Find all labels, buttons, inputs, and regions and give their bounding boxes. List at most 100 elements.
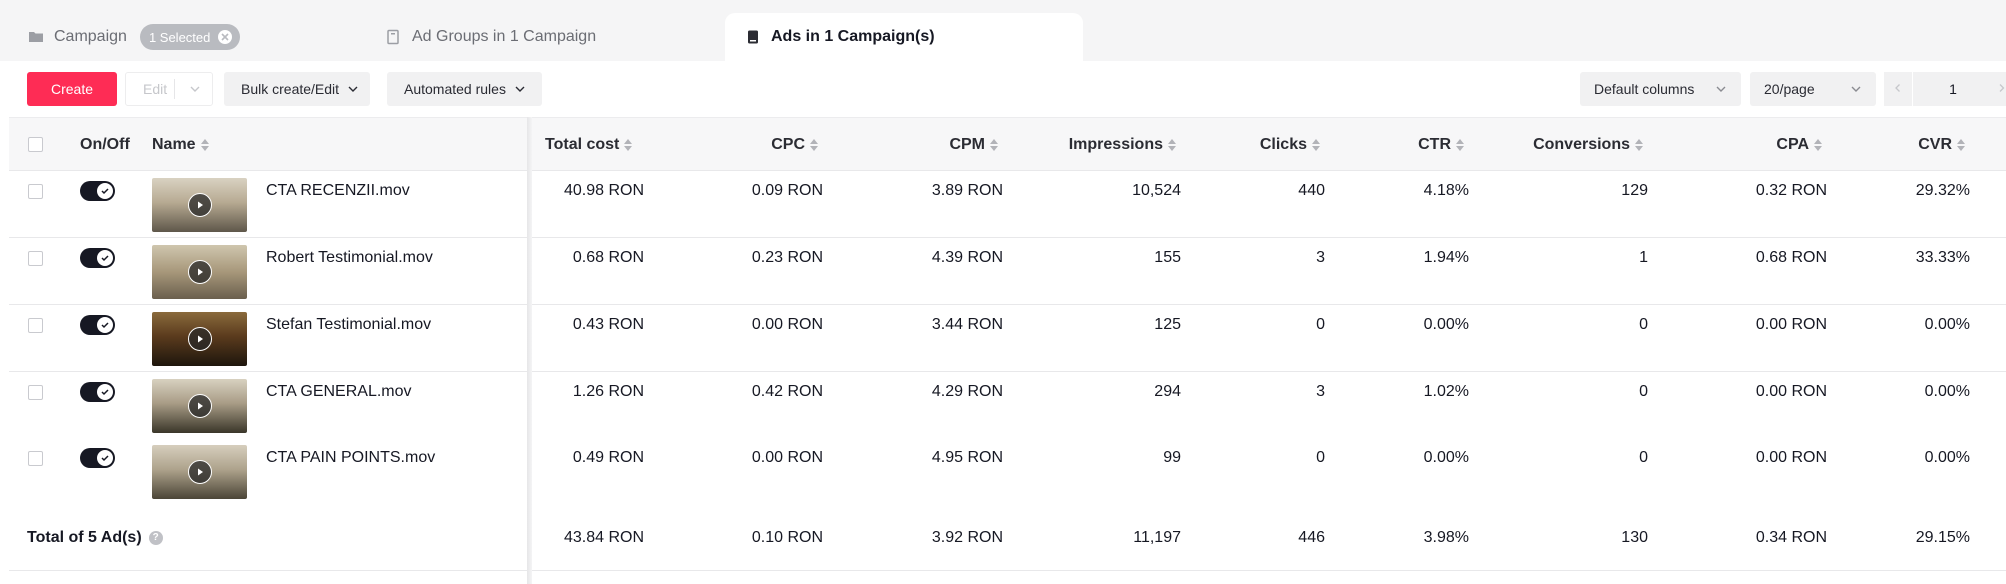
cell-clicks: 3 [1316, 249, 1325, 266]
columns-select[interactable]: Default columns [1580, 72, 1741, 106]
cell-cpm: 4.39 RON [931, 249, 1003, 266]
row-checkbox[interactable] [28, 184, 43, 199]
header-cvr[interactable]: CVR [1776, 118, 1965, 171]
table-row[interactable]: CTA PAIN POINTS.mov 0.49 RON 0.00 RON 4.… [9, 438, 2006, 505]
ad-name[interactable]: CTA GENERAL.mov [266, 383, 412, 400]
tab-adgroups[interactable]: Ad Groups in 1 Campaign [386, 13, 596, 61]
cell-cpm: 4.29 RON [931, 383, 1003, 400]
help-icon[interactable]: ? [148, 530, 163, 545]
video-thumbnail[interactable] [152, 445, 247, 499]
video-thumbnail[interactable] [152, 312, 247, 366]
chevron-right-icon [1998, 80, 2006, 98]
play-icon[interactable] [188, 260, 212, 284]
create-button[interactable]: Create [27, 72, 117, 106]
create-button-label: Create [50, 81, 94, 97]
cell-conversions: 0 [1639, 316, 1648, 333]
total-row: Total of 5 Ad(s) ? 43.84 RON 0.10 RON 3.… [9, 504, 2006, 571]
check-icon [97, 384, 113, 400]
cell-cpm: 3.89 RON [931, 182, 1003, 199]
ad-icon [745, 29, 761, 45]
table-row[interactable]: CTA GENERAL.mov 1.26 RON 0.42 RON 4.29 R… [9, 372, 2006, 439]
bulk-create-edit-button[interactable]: Bulk create/Edit [224, 72, 370, 106]
status-toggle[interactable] [80, 382, 115, 402]
total-cpa: 0.34 RON [1755, 528, 1827, 546]
sort-icon[interactable] [1814, 138, 1822, 151]
table-header: On/Off Name Total cost CPC CPM Impressio… [9, 117, 2006, 171]
play-icon[interactable] [188, 193, 212, 217]
table-row[interactable]: Stefan Testimonial.mov 0.43 RON 0.00 RON… [9, 305, 2006, 372]
header-clicks[interactable]: Clicks [1131, 118, 1320, 171]
sort-icon[interactable] [1635, 138, 1643, 151]
cell-conversions: 129 [1621, 182, 1648, 199]
cell-cpm: 4.95 RON [931, 449, 1003, 466]
cell-conversions: 0 [1639, 383, 1648, 400]
cell-cvr: 0.00% [1924, 383, 1970, 400]
status-toggle[interactable] [80, 448, 115, 468]
video-thumbnail[interactable] [152, 379, 247, 433]
ad-name[interactable]: CTA PAIN POINTS.mov [266, 449, 436, 466]
next-page-button[interactable] [1993, 72, 2006, 106]
ad-name[interactable]: Robert Testimonial.mov [266, 249, 433, 266]
row-checkbox[interactable] [28, 251, 43, 266]
header-cpa[interactable]: CPA [1633, 118, 1822, 171]
header-name[interactable]: Name [152, 118, 209, 171]
header-cpm[interactable]: CPM [809, 118, 998, 171]
play-icon[interactable] [188, 327, 212, 351]
row-checkbox[interactable] [28, 385, 43, 400]
status-toggle[interactable] [80, 248, 115, 268]
check-icon [97, 183, 113, 199]
sort-icon[interactable] [200, 138, 209, 151]
header-cpc[interactable]: CPC [629, 118, 818, 171]
total-cpm: 3.92 RON [931, 528, 1003, 546]
video-thumbnail[interactable] [152, 245, 247, 299]
sort-icon[interactable] [624, 138, 633, 151]
ad-name[interactable]: Stefan Testimonial.mov [266, 316, 432, 333]
ad-name[interactable]: CTA RECENZII.mov [266, 182, 410, 199]
row-checkbox[interactable] [28, 451, 43, 466]
cell-impressions: 99 [1163, 449, 1181, 466]
play-icon[interactable] [188, 460, 212, 484]
sort-icon[interactable] [1312, 138, 1320, 151]
sort-icon[interactable] [810, 138, 818, 151]
cell-cpa: 0.00 RON [1755, 316, 1827, 333]
table-row[interactable]: Robert Testimonial.mov 0.68 RON 0.23 RON… [9, 238, 2006, 305]
table-row[interactable]: CTA RECENZII.mov 40.98 RON 0.09 RON 3.89… [9, 171, 2006, 238]
status-toggle[interactable] [80, 315, 115, 335]
page-size-select[interactable]: 20/page [1750, 72, 1876, 106]
tab-campaign[interactable]: Campaign 1 Selected [28, 13, 241, 61]
selected-badge[interactable]: 1 Selected [139, 24, 241, 50]
play-icon[interactable] [188, 394, 212, 418]
frozen-column-divider [527, 117, 532, 584]
video-thumbnail[interactable] [152, 178, 247, 232]
sort-icon[interactable] [1168, 138, 1176, 151]
header-ctr[interactable]: CTR [1275, 118, 1464, 171]
chevron-down-icon[interactable] [189, 83, 201, 95]
header-impressions[interactable]: Impressions [987, 118, 1176, 171]
cell-clicks: 0 [1316, 449, 1325, 466]
clear-selection-icon[interactable] [218, 30, 233, 44]
select-all-checkbox[interactable] [28, 137, 43, 152]
cell-cvr: 29.32% [1915, 182, 1970, 199]
prev-page-button[interactable] [1884, 72, 1912, 106]
status-toggle[interactable] [80, 181, 115, 201]
tab-ads[interactable]: Ads in 1 Campaign(s) [725, 13, 1083, 61]
selected-badge-label: 1 Selected [148, 29, 211, 45]
automated-rules-button[interactable]: Automated rules [387, 72, 542, 106]
header-total-cost[interactable]: Total cost [545, 118, 633, 171]
cell-impressions: 294 [1154, 383, 1181, 400]
adgroup-icon [386, 29, 402, 45]
total-total-cost: 43.84 RON [563, 528, 644, 546]
cell-clicks: 0 [1316, 316, 1325, 333]
page-number-input[interactable]: 1 [1913, 72, 1993, 106]
sort-icon[interactable] [1456, 138, 1464, 151]
header-conversions[interactable]: Conversions [1454, 118, 1643, 171]
row-checkbox[interactable] [28, 318, 43, 333]
edit-button[interactable]: Edit [125, 72, 213, 106]
tab-adgroups-label: Ad Groups in 1 Campaign [412, 28, 597, 45]
sort-icon[interactable] [1957, 138, 1965, 151]
tab-ads-label: Ads in 1 Campaign(s) [771, 28, 935, 45]
cell-cpm: 3.44 RON [931, 316, 1003, 333]
page-size-value: 20/page [1764, 81, 1815, 97]
sort-icon[interactable] [990, 138, 998, 151]
cell-cpa: 0.32 RON [1755, 182, 1827, 199]
